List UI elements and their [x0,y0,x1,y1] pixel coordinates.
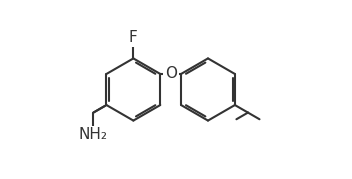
Text: F: F [129,30,138,45]
Text: NH₂: NH₂ [79,127,108,142]
Text: O: O [165,66,177,81]
